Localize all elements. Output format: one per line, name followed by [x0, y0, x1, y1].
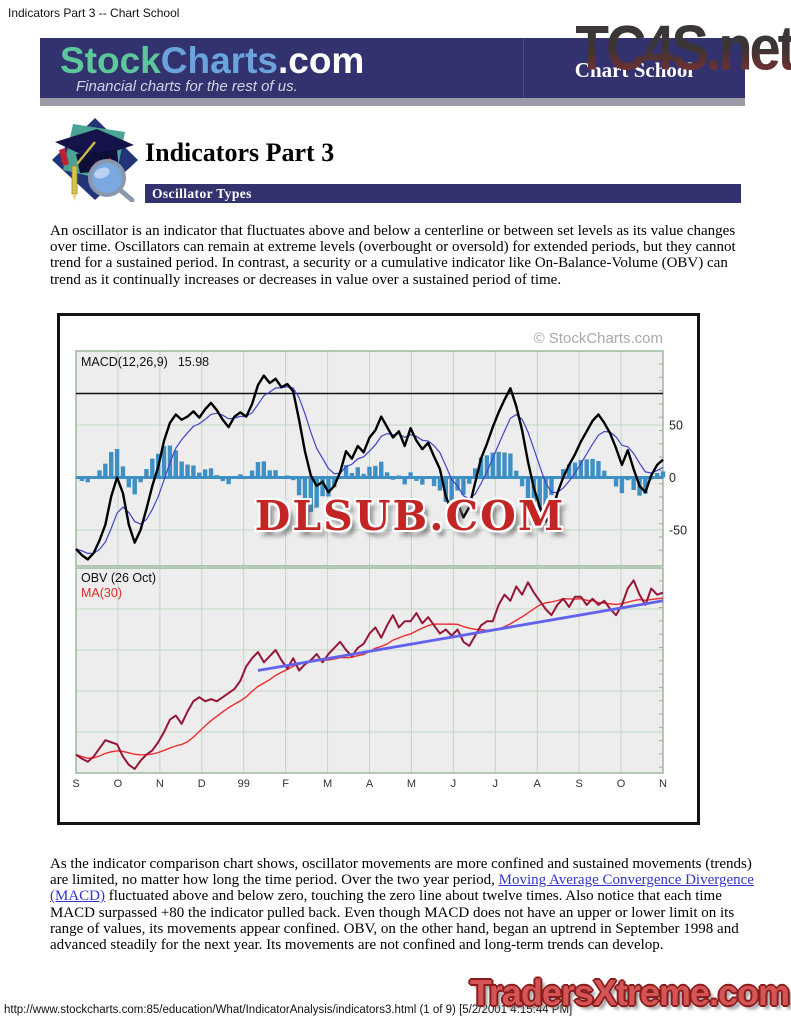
x-axis-label: O [617, 778, 626, 790]
banner-section-label: Chart School [574, 58, 694, 82]
obv-panel-label: OBV (26 Oct) [81, 571, 157, 585]
x-axis-label: N [659, 778, 667, 790]
paragraph-chart-analysis: As the indicator comparison chart shows,… [50, 856, 756, 953]
x-axis-label: J [493, 778, 499, 790]
obv-trendline [257, 599, 664, 672]
paragraph2-after: fluctuated above and below zero, touchin… [50, 888, 739, 954]
page-title: Indicators Part 3 [145, 138, 335, 167]
macd-panel-border [75, 350, 664, 567]
site-banner: StockCharts.com Financial charts for the… [40, 38, 745, 98]
x-axis-label: O [114, 778, 123, 790]
y-axis-label: 50 [669, 419, 683, 433]
x-axis-label: A [366, 778, 374, 790]
x-axis-label: 99 [238, 778, 250, 790]
chart-copyright: © StockCharts.com [533, 330, 663, 347]
section-heading-text: Oscillator Types [152, 186, 252, 201]
macd-panel-label: MACD(12,26,9) 15.98 [81, 355, 210, 369]
dlsub-watermark: DLSUB.COM [254, 492, 566, 540]
x-axis-label: M [407, 778, 416, 790]
section-heading-bar: Oscillator Types [145, 184, 741, 203]
obv-line [75, 579, 664, 770]
x-axis-label: N [156, 778, 164, 790]
banner-divider [523, 38, 524, 98]
print-footer-url: http://www.stockcharts.com:85/education/… [4, 1004, 573, 1016]
x-axis-label: S [575, 778, 582, 790]
tradersxtreme-watermark: TradersXtreme.com [469, 972, 790, 1013]
tc4s-watermark: TC4S.net [575, 0, 791, 84]
indicator-chart-svg: S O N D 99 F M A M J J A S O N 50 0 -50 [72, 350, 687, 790]
banner-separator [40, 98, 745, 106]
x-axis-label: J [451, 778, 457, 790]
logo-com: .com [277, 40, 365, 81]
x-axis-label: F [282, 778, 289, 790]
obv-panel-border [75, 567, 664, 774]
logo-stock: Stock [60, 40, 161, 81]
x-axis-label: S [72, 778, 79, 790]
macd-current-value: 15.98 [177, 355, 210, 369]
stockcharts-logo[interactable]: StockCharts.com [60, 40, 364, 82]
graduation-cap-icon [52, 118, 138, 202]
macd-signal-line [75, 386, 664, 554]
indicator-comparison-chart: S O N D 99 F M A M J J A S O N 50 0 -50 © StockCharts.com… [57, 313, 700, 825]
tc4s-watermark-text: TC4S.net [576, 12, 791, 83]
obv-ma-label: MA(30) [81, 586, 122, 600]
paragraph2-before: As the indicator comparison chart shows,… [50, 856, 752, 889]
logo-tagline: Financial charts for the rest of us. [76, 78, 298, 95]
logo-charts: Charts [160, 40, 278, 81]
x-axis-label: A [534, 778, 542, 790]
macd-line [75, 374, 664, 561]
x-axis-label: D [198, 778, 206, 790]
x-axis-label: M [323, 778, 332, 790]
tc4s-watermark-svg: TC4S.net [575, 12, 791, 83]
print-header-title: Indicators Part 3 -- Chart School [8, 6, 180, 20]
y-axis-label: 0 [669, 471, 676, 485]
macd-link[interactable]: Moving Average Convergence Divergence (M… [50, 872, 754, 905]
y-axis-label: -50 [669, 524, 687, 538]
paragraph-oscillator-intro: An oscillator is an indicator that fluct… [50, 223, 736, 288]
